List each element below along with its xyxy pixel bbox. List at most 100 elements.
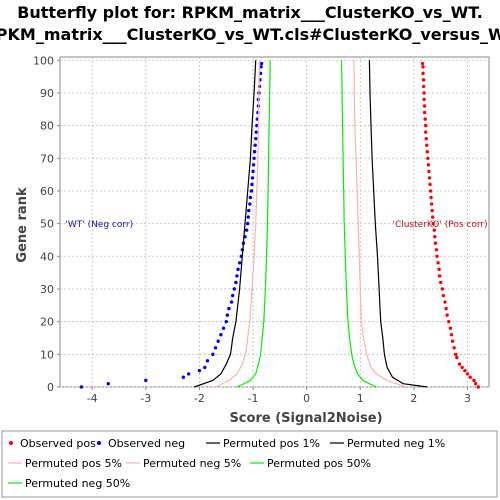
point-observed-neg-10 xyxy=(216,339,220,343)
point-observed-pos-24 xyxy=(435,254,439,259)
annotation-0: 'WT' (Neg corr) xyxy=(65,220,133,230)
legend-label-permuted-pos-50: Permuted pos 50% xyxy=(267,457,371,470)
point-observed-pos-29 xyxy=(431,221,435,226)
point-observed-neg-9 xyxy=(213,346,218,350)
x-tick-label-4: 0 xyxy=(303,392,310,405)
point-observed-pos-21 xyxy=(437,274,442,278)
point-observed-neg-14 xyxy=(225,313,230,317)
y-tick-label-9: 90 xyxy=(40,87,54,100)
point-observed-neg-22 xyxy=(237,261,242,265)
point-observed-pos-3 xyxy=(468,375,472,379)
point-observed-pos-48 xyxy=(422,97,426,102)
point-observed-pos-34 xyxy=(428,189,433,193)
x-tick-label-3: -1 xyxy=(248,392,259,405)
point-observed-neg-34 xyxy=(250,182,254,187)
point-observed-pos-14 xyxy=(447,319,451,324)
point-observed-pos-1 xyxy=(473,382,478,386)
y-tick-label-2: 20 xyxy=(40,316,54,329)
point-observed-pos-31 xyxy=(430,208,434,213)
point-observed-pos-43 xyxy=(424,130,428,134)
point-observed-pos-27 xyxy=(433,235,437,239)
point-observed-pos-35 xyxy=(428,182,432,187)
point-observed-pos-16 xyxy=(444,306,448,311)
point-observed-pos-12 xyxy=(449,333,454,337)
point-observed-neg-31 xyxy=(248,202,252,206)
point-observed-neg-19 xyxy=(234,280,238,285)
x-tick-label-0: -4 xyxy=(87,392,98,405)
point-observed-pos-52 xyxy=(421,71,425,76)
x-tick-label-5: 1 xyxy=(357,392,364,405)
legend-marker-observed-neg xyxy=(97,441,101,445)
point-observed-pos-37 xyxy=(427,169,431,174)
point-observed-pos-17 xyxy=(443,300,447,304)
point-observed-neg-13 xyxy=(224,319,228,324)
point-observed-neg-21 xyxy=(236,267,240,272)
point-observed-pos-50 xyxy=(421,84,426,89)
point-observed-neg-3 xyxy=(181,375,186,379)
point-observed-neg-36 xyxy=(251,169,255,174)
point-observed-neg-5 xyxy=(197,368,202,373)
x-tick-label-6: 2 xyxy=(410,392,417,405)
point-observed-neg-29 xyxy=(246,215,250,219)
point-observed-pos-8 xyxy=(455,355,459,360)
y-tick-label-1: 10 xyxy=(40,348,54,361)
annotation-1: 'ClusterKO' (Pos corr) xyxy=(392,220,487,230)
point-observed-pos-36 xyxy=(427,176,432,180)
point-observed-neg-8 xyxy=(211,352,215,357)
x-axis-label: Score (Signal2Noise) xyxy=(229,411,382,426)
point-observed-neg-37 xyxy=(251,163,256,167)
point-observed-pos-20 xyxy=(439,280,443,285)
point-observed-pos-13 xyxy=(448,326,453,330)
point-observed-pos-23 xyxy=(436,261,440,265)
plot-background xyxy=(59,56,490,388)
point-observed-pos-40 xyxy=(425,150,430,154)
point-observed-pos-5 xyxy=(463,368,467,373)
point-observed-pos-54 xyxy=(420,61,425,66)
y-tick-label-6: 60 xyxy=(40,185,54,198)
chart-title-line-2: RPKM_matrix___ClusterKO_vs_WT.cls#Cluste… xyxy=(0,25,500,44)
point-observed-pos-33 xyxy=(429,195,433,200)
point-observed-pos-51 xyxy=(421,78,426,82)
series-line-permuted-neg-50 xyxy=(236,60,271,388)
point-observed-neg-43 xyxy=(255,123,259,128)
point-observed-pos-22 xyxy=(437,267,441,272)
point-observed-pos-26 xyxy=(433,241,438,245)
point-observed-pos-10 xyxy=(452,346,456,350)
point-observed-neg-32 xyxy=(248,195,253,200)
legend-label-permuted-neg-5: Permuted neg 5% xyxy=(143,457,241,470)
point-observed-neg-16 xyxy=(229,300,234,304)
point-observed-pos-0 xyxy=(476,385,480,389)
x-tick-label-2: -2 xyxy=(194,392,205,405)
point-observed-pos-32 xyxy=(429,202,434,206)
point-observed-neg-28 xyxy=(245,221,250,226)
point-observed-pos-42 xyxy=(424,136,428,141)
y-tick-label-10: 100 xyxy=(33,54,54,67)
y-axis-label: Gene rank xyxy=(15,187,30,263)
point-observed-pos-53 xyxy=(421,65,425,69)
x-tick-label-1: -3 xyxy=(140,392,151,405)
legend-label-permuted-pos-5: Permuted pos 5% xyxy=(25,457,122,470)
point-observed-neg-27 xyxy=(244,228,249,232)
x-tick-label-7: 3 xyxy=(464,392,471,405)
point-observed-pos-47 xyxy=(422,104,427,108)
point-observed-neg-52 xyxy=(259,65,263,69)
point-observed-neg-7 xyxy=(205,359,210,363)
point-observed-pos-41 xyxy=(425,143,429,147)
point-observed-neg-0 xyxy=(79,385,84,389)
point-observed-neg-15 xyxy=(227,306,231,311)
point-observed-neg-11 xyxy=(219,333,223,337)
point-observed-neg-17 xyxy=(230,293,235,298)
legend-box xyxy=(1,430,498,498)
point-observed-neg-53 xyxy=(259,61,264,66)
point-observed-neg-40 xyxy=(253,143,257,147)
point-observed-pos-6 xyxy=(460,365,464,370)
point-observed-pos-18 xyxy=(441,293,446,298)
series-line-permuted-pos-5 xyxy=(353,60,407,388)
point-observed-pos-49 xyxy=(422,91,426,95)
point-observed-pos-45 xyxy=(423,117,427,121)
series-line-permuted-pos-50 xyxy=(340,60,377,388)
point-observed-neg-35 xyxy=(250,176,255,180)
y-tick-label-7: 70 xyxy=(40,152,54,165)
point-observed-pos-25 xyxy=(434,248,439,252)
